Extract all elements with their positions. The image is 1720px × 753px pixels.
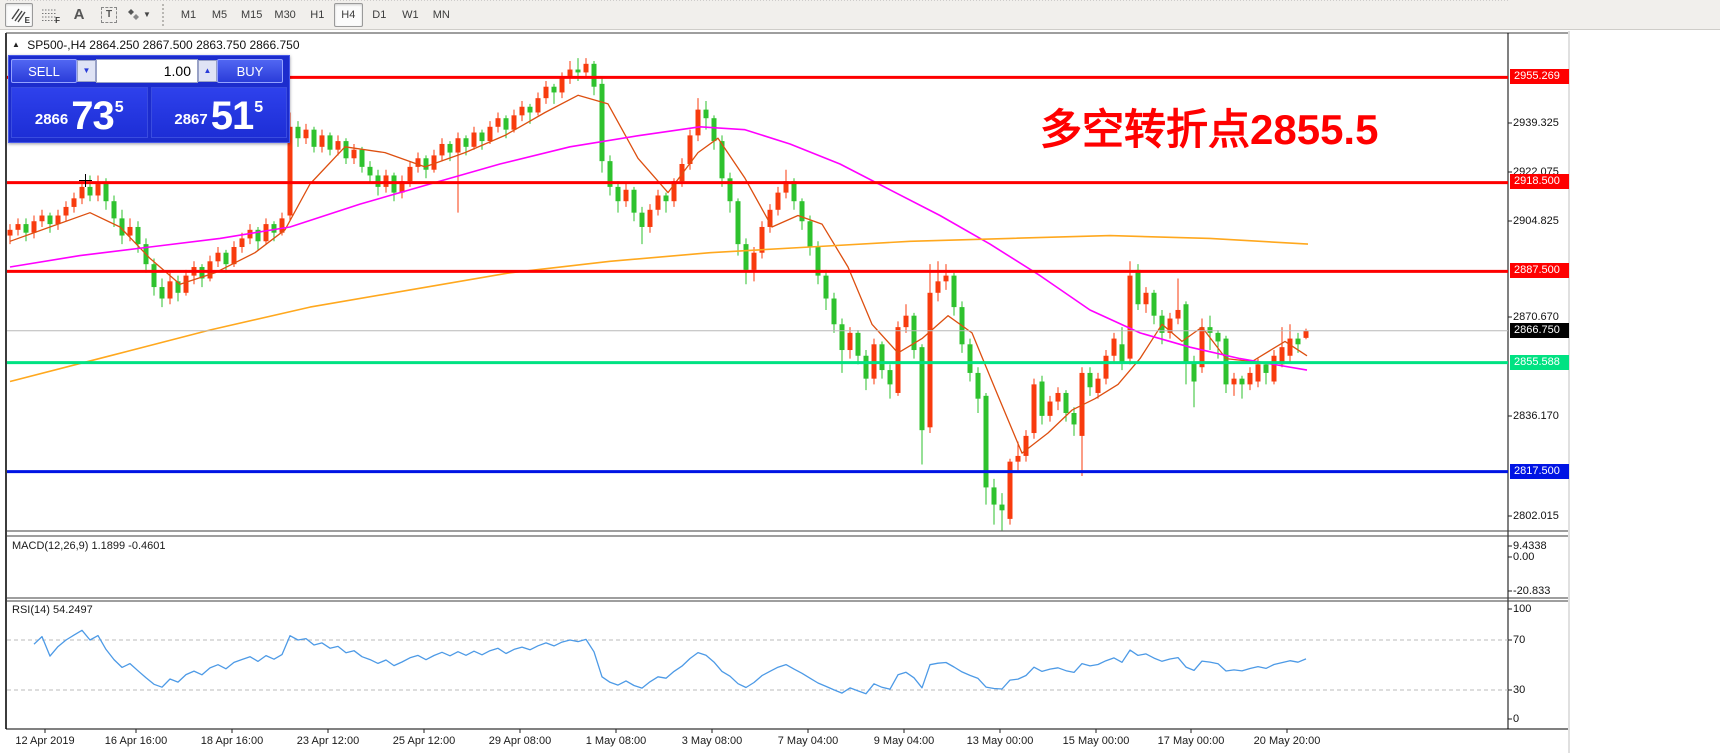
price-axis-tick: -20.833	[1513, 585, 1551, 597]
price-axis-tick: 0.00	[1513, 551, 1535, 563]
timeframe-m30[interactable]: M30	[269, 3, 300, 27]
time-axis-label: 12 Apr 2019	[15, 735, 75, 747]
timeframe-h1[interactable]: H1	[303, 3, 332, 27]
chart-ohlc-line: ▲ SP500-,H4 2864.250 2867.500 2863.750 2…	[12, 38, 300, 52]
time-axis-label: 18 Apr 16:00	[200, 735, 264, 747]
price-axis-tick: 30	[1513, 684, 1526, 696]
price-badge: 2855.588	[1510, 355, 1569, 370]
equidistant-channel-icon	[10, 7, 28, 23]
fibonacci-tool[interactable]: F	[35, 3, 63, 27]
buy-price-quote[interactable]: 2867 51 5	[150, 87, 287, 138]
time-axis-label: 7 May 04:00	[777, 735, 839, 747]
fibonacci-icon	[40, 7, 58, 23]
time-axis-label: 20 May 20:00	[1253, 735, 1321, 747]
top-toolbar: E F A T ▼ M1 M5 M15 M30 H1 H4 D1 W1 MN	[0, 0, 1720, 30]
price-axis-tick: 2939.325	[1513, 117, 1559, 129]
time-axis-label: 15 May 00:00	[1062, 735, 1130, 747]
timeframe-mn[interactable]: MN	[427, 3, 456, 27]
timeframe-d1[interactable]: D1	[365, 3, 394, 27]
ma-fast-line	[9, 94, 1308, 454]
text-label-icon: T	[101, 6, 117, 23]
time-axis-label: 16 Apr 16:00	[104, 735, 168, 747]
rsi-line	[33, 629, 1307, 695]
time-axis-label: 25 Apr 12:00	[392, 735, 456, 747]
price-axis-tick: 0	[1513, 713, 1520, 725]
text-icon: A	[73, 6, 85, 23]
price-axis-tick: 9.4338	[1513, 540, 1547, 552]
price-badge: 2887.500	[1510, 263, 1569, 278]
volume-input[interactable]	[96, 59, 198, 83]
timeframe-m5[interactable]: M5	[205, 3, 234, 27]
ma-slow-line	[9, 234, 1309, 383]
sell-button[interactable]: SELL	[11, 59, 77, 83]
symbol-ohlc-text: SP500-,H4 2864.250 2867.500 2863.750 286…	[27, 38, 300, 52]
text-tool[interactable]: A	[65, 3, 93, 27]
buy-button[interactable]: BUY	[217, 59, 283, 83]
sell-price-quote[interactable]: 2866 73 5	[11, 87, 148, 138]
arrows-icon	[127, 8, 141, 22]
price-axis-tick: 70	[1513, 634, 1526, 646]
time-axis-label: 3 May 08:00	[681, 735, 743, 747]
timeframe-h4[interactable]: H4	[333, 2, 363, 27]
text-label-tool[interactable]: T	[95, 3, 123, 27]
toolbar-drag-handle[interactable]	[162, 3, 169, 26]
ma-mid-line	[9, 126, 1308, 371]
price-axis-tick: 2870.670	[1513, 311, 1559, 323]
timeframe-w1[interactable]: W1	[396, 3, 425, 27]
price-badge: 2866.750	[1510, 323, 1569, 338]
one-click-trade-panel: SELL ▼ ▲ BUY 2866 73 5 2867 51 5	[8, 55, 290, 143]
rsi-label: RSI(14) 54.2497	[12, 604, 93, 616]
macd-label: MACD(12,26,9) 1.1899 -0.4601	[12, 540, 166, 552]
price-badge: 2817.500	[1510, 464, 1569, 479]
crosshair-cursor	[79, 174, 92, 187]
time-axis-label: 29 Apr 08:00	[488, 735, 552, 747]
collapse-panel-arrow[interactable]: ▲	[12, 40, 20, 49]
volume-down-button[interactable]: ▼	[77, 60, 96, 82]
arrows-tool[interactable]: ▼	[125, 3, 153, 27]
volume-up-button[interactable]: ▲	[198, 60, 217, 82]
chevron-down-icon: ▼	[143, 10, 151, 19]
time-axis-label: 1 May 08:00	[585, 735, 647, 747]
price-axis-tick: 2802.015	[1513, 510, 1559, 522]
time-axis-label: 23 Apr 12:00	[296, 735, 360, 747]
timeframe-m15[interactable]: M15	[236, 3, 267, 27]
time-axis-label: 9 May 04:00	[873, 735, 935, 747]
price-badge: 2918.500	[1510, 174, 1569, 189]
equidistant-channel-tool[interactable]: E	[5, 2, 33, 27]
price-badge: 2955.269	[1510, 69, 1569, 84]
chart-text-annotation[interactable]: 多空转折点2855.5	[1040, 106, 1379, 153]
price-axis-tick: 100	[1513, 603, 1532, 615]
price-axis-tick: 2836.170	[1513, 410, 1559, 422]
price-axis-tick: 2904.825	[1513, 215, 1559, 227]
timeframe-toolbar: M1 M5 M15 M30 H1 H4 D1 W1 MN	[173, 2, 457, 27]
time-axis-label: 17 May 00:00	[1157, 735, 1225, 747]
timeframe-m1[interactable]: M1	[174, 3, 203, 27]
time-axis-label: 13 May 00:00	[966, 735, 1034, 747]
